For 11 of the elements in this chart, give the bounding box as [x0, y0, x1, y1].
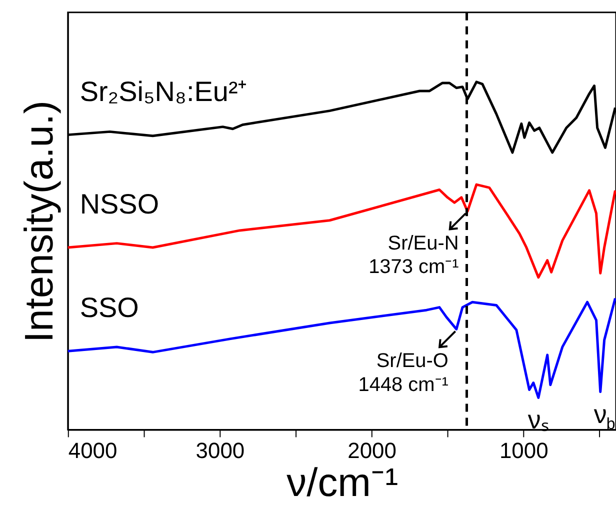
annotation: Sr/Eu-N 1373 cm⁻¹ — [368, 232, 460, 278]
x-tick-label: 1000 — [499, 438, 548, 464]
x-axis-title: ν/cm⁻¹ — [286, 461, 398, 506]
series-label: SSO — [80, 292, 139, 324]
series-label: Sr₂Si₅N₈:Eu²⁺ — [80, 76, 247, 107]
series-label: NSSO — [80, 188, 160, 220]
x-tick-label: 3000 — [196, 438, 245, 464]
x-tick-label: 2000 — [348, 438, 396, 464]
y-axis-title: Intensity(a.u.) — [17, 100, 62, 342]
annotation: Sr/Eu-O 1448 cm⁻¹ — [358, 350, 449, 396]
x-tick-label: 4000 — [68, 438, 118, 464]
